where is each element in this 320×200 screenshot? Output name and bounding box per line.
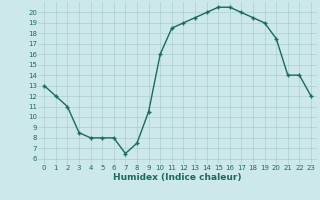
X-axis label: Humidex (Indice chaleur): Humidex (Indice chaleur) xyxy=(113,173,242,182)
